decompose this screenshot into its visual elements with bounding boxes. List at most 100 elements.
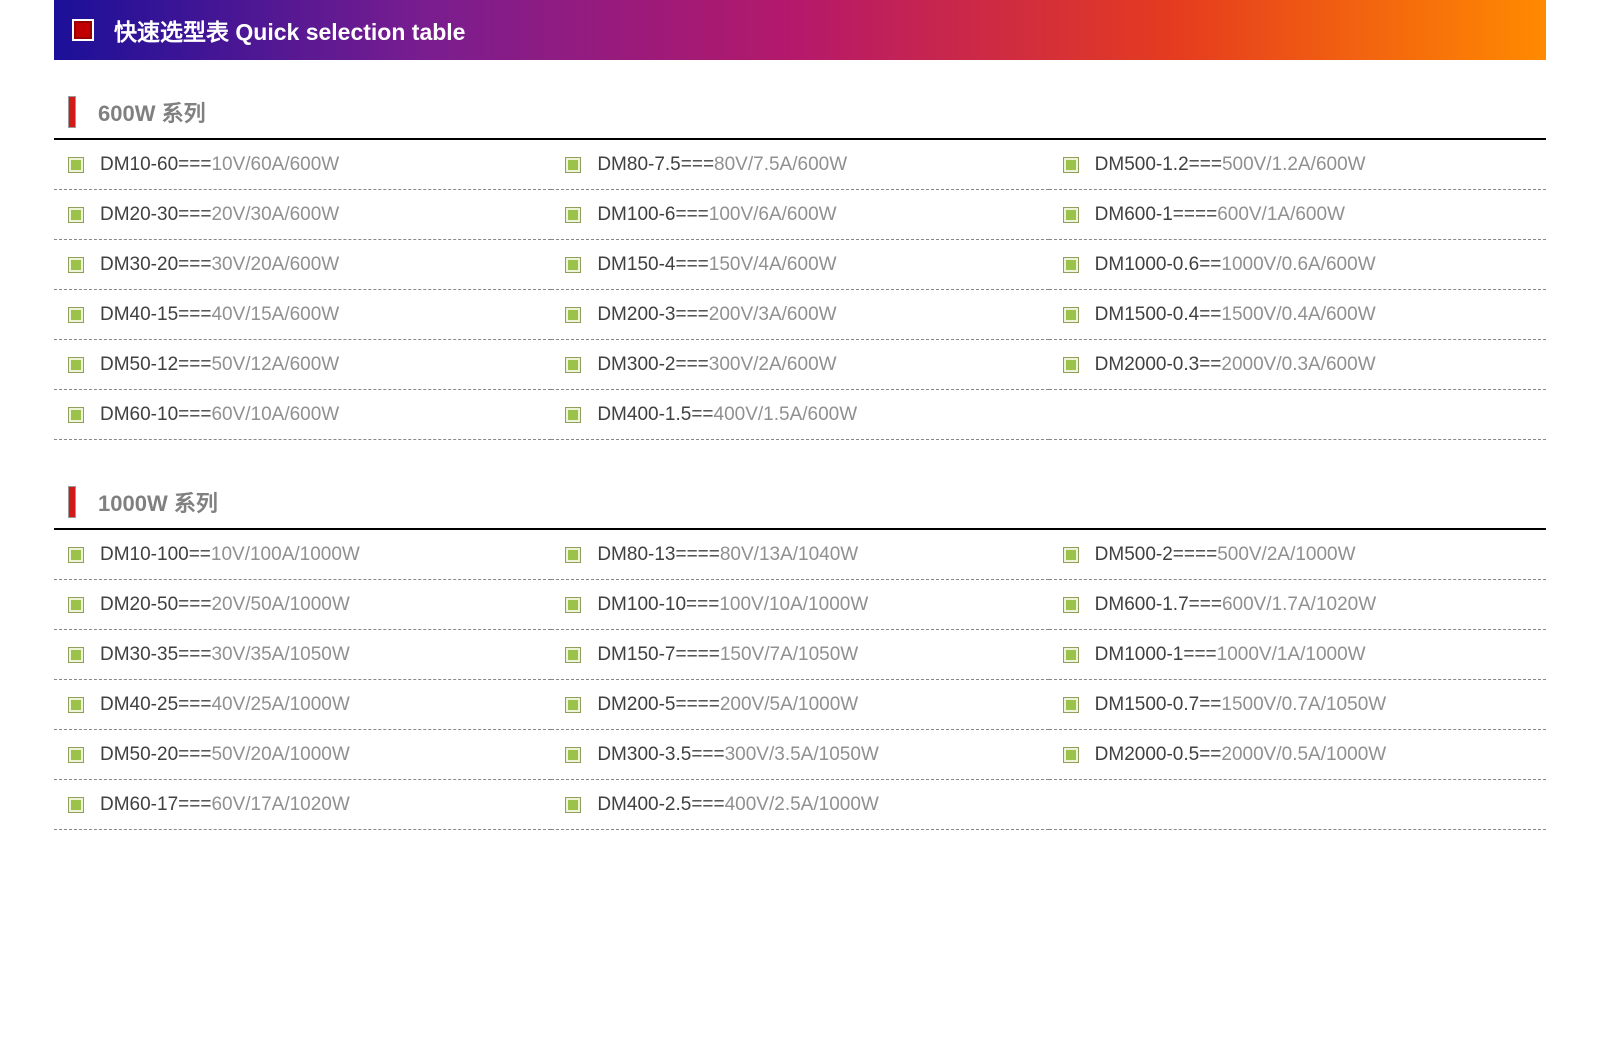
bullet-inner-icon bbox=[568, 210, 578, 220]
product-cell: DM1500-0.7==1500V/0.7A/1050W bbox=[1049, 680, 1546, 730]
product-spec: 100V/6A/600W bbox=[709, 204, 837, 226]
product-grid: DM10-60===10V/60A/600W DM80-7.5===80V/7.5… bbox=[54, 140, 1546, 440]
bullet-inner-icon bbox=[568, 700, 578, 710]
product-cell: DM300-3.5===300V/3.5A/1050W bbox=[551, 730, 1048, 780]
product-model: DM80-7.5=== bbox=[597, 154, 714, 176]
product-model: DM60-17=== bbox=[100, 794, 211, 816]
product-model: DM10-60=== bbox=[100, 154, 211, 176]
bullet-icon bbox=[565, 697, 581, 713]
product-model: DM150-7==== bbox=[597, 644, 720, 666]
product-cell: DM50-12===50V/12A/600W bbox=[54, 340, 551, 390]
product-model: DM30-20=== bbox=[100, 254, 211, 276]
product-grid: DM10-100==10V/100A/1000WDM80-13====80V/1… bbox=[54, 530, 1546, 830]
product-cell: DM20-30===20V/30A/600W bbox=[54, 190, 551, 240]
product-cell: DM80-7.5===80V/7.5A/600W bbox=[551, 140, 1048, 190]
product-spec: 200V/3A/600W bbox=[709, 304, 837, 326]
bullet-icon bbox=[68, 357, 84, 373]
bullet-icon bbox=[68, 307, 84, 323]
product-cell: DM400-1.5==400V/1.5A/600W bbox=[551, 390, 1048, 440]
bullet-icon bbox=[1063, 597, 1079, 613]
bullet-inner-icon bbox=[71, 650, 81, 660]
bullet-inner-icon bbox=[568, 410, 578, 420]
product-model: DM400-1.5== bbox=[597, 404, 713, 426]
product-cell: DM1000-0.6==1000V/0.6A/600W bbox=[1049, 240, 1546, 290]
product-model: DM100-6=== bbox=[597, 204, 708, 226]
bullet-icon bbox=[565, 257, 581, 273]
product-cell: DM40-15===40V/15A/600W bbox=[54, 290, 551, 340]
product-spec: 30V/20A/600W bbox=[211, 254, 339, 276]
product-spec: 20V/30A/600W bbox=[211, 204, 339, 226]
bullet-icon bbox=[1063, 747, 1079, 763]
product-cell: DM60-17===60V/17A/1020W bbox=[54, 780, 551, 830]
product-cell: DM2000-0.5==2000V/0.5A/1000W bbox=[1049, 730, 1546, 780]
bullet-icon bbox=[68, 747, 84, 763]
bullet-inner-icon bbox=[71, 160, 81, 170]
bullet-icon bbox=[68, 597, 84, 613]
bullet-icon bbox=[565, 307, 581, 323]
section-title: 600W 系列 bbox=[98, 96, 206, 128]
product-cell: DM1500-0.4==1500V/0.4A/600W bbox=[1049, 290, 1546, 340]
product-model: DM1000-1=== bbox=[1095, 644, 1217, 666]
product-cell: DM150-7====150V/7A/1050W bbox=[551, 630, 1048, 680]
product-model: DM300-3.5=== bbox=[597, 744, 724, 766]
bullet-icon bbox=[1063, 547, 1079, 563]
bullet-icon bbox=[565, 647, 581, 663]
product-cell: DM40-25===40V/25A/1000W bbox=[54, 680, 551, 730]
product-model: DM20-30=== bbox=[100, 204, 211, 226]
product-spec: 1000V/0.6A/600W bbox=[1221, 254, 1375, 276]
product-spec: 80V/7.5A/600W bbox=[714, 154, 847, 176]
product-model: DM2000-0.5== bbox=[1095, 744, 1222, 766]
bullet-icon bbox=[1063, 357, 1079, 373]
bullet-inner-icon bbox=[568, 160, 578, 170]
product-model: DM100-10=== bbox=[597, 594, 719, 616]
product-cell: DM10-100==10V/100A/1000W bbox=[54, 530, 551, 580]
bullet-icon bbox=[68, 207, 84, 223]
bullet-icon bbox=[1063, 257, 1079, 273]
product-cell: DM60-10===60V/10A/600W bbox=[54, 390, 551, 440]
bullet-inner-icon bbox=[1066, 650, 1076, 660]
bullet-inner-icon bbox=[1066, 160, 1076, 170]
bullet-inner-icon bbox=[568, 750, 578, 760]
product-spec: 600V/1A/600W bbox=[1217, 204, 1345, 226]
product-cell: DM30-35===30V/35A/1050W bbox=[54, 630, 551, 680]
product-cell: DM1000-1===1000V/1A/1000W bbox=[1049, 630, 1546, 680]
product-model: DM1500-0.7== bbox=[1095, 694, 1222, 716]
section: 1000W 系列DM10-100==10V/100A/1000WDM80-13=… bbox=[54, 480, 1546, 830]
header-bar: 快速选型表 Quick selection table bbox=[54, 0, 1546, 60]
product-model: DM10-100== bbox=[100, 544, 211, 566]
product-spec: 20V/50A/1000W bbox=[211, 594, 349, 616]
product-model: DM500-2==== bbox=[1095, 544, 1218, 566]
product-model: DM200-3=== bbox=[597, 304, 708, 326]
product-spec: 1500V/0.4A/600W bbox=[1221, 304, 1375, 326]
bullet-inner-icon bbox=[1066, 360, 1076, 370]
bullet-icon bbox=[68, 257, 84, 273]
product-cell: DM600-1.7===600V/1.7A/1020W bbox=[1049, 580, 1546, 630]
product-spec: 10V/60A/600W bbox=[211, 154, 339, 176]
bullet-icon bbox=[565, 597, 581, 613]
bullet-icon bbox=[1063, 307, 1079, 323]
bullet-inner-icon bbox=[568, 550, 578, 560]
product-spec: 300V/2A/600W bbox=[709, 354, 837, 376]
product-spec: 50V/20A/1000W bbox=[211, 744, 349, 766]
sections-container: 600W 系列 DM10-60===10V/60A/600W DM80-7.5===… bbox=[54, 90, 1546, 830]
product-cell: DM600-1====600V/1A/600W bbox=[1049, 190, 1546, 240]
product-model: DM500-1.2=== bbox=[1095, 154, 1222, 176]
product-cell: DM30-20===30V/20A/600W bbox=[54, 240, 551, 290]
product-model: DM600-1==== bbox=[1095, 204, 1218, 226]
product-spec: 1000V/1A/1000W bbox=[1217, 644, 1366, 666]
product-model: DM50-20=== bbox=[100, 744, 211, 766]
product-cell: DM300-2===300V/2A/600W bbox=[551, 340, 1048, 390]
product-spec: 500V/2A/1000W bbox=[1217, 544, 1355, 566]
bullet-inner-icon bbox=[71, 210, 81, 220]
product-model: DM600-1.7=== bbox=[1095, 594, 1222, 616]
page: 快速选型表 Quick selection table 600W 系列 DM10-… bbox=[0, 0, 1600, 910]
bullet-inner-icon bbox=[568, 650, 578, 660]
bullet-inner-icon bbox=[71, 310, 81, 320]
bullet-inner-icon bbox=[71, 410, 81, 420]
product-cell: DM100-6===100V/6A/600W bbox=[551, 190, 1048, 240]
square-icon bbox=[72, 19, 94, 41]
bullet-icon bbox=[565, 407, 581, 423]
section-marker-icon bbox=[68, 96, 76, 128]
bullet-inner-icon bbox=[1066, 550, 1076, 560]
product-spec: 2000V/0.5A/1000W bbox=[1221, 744, 1386, 766]
